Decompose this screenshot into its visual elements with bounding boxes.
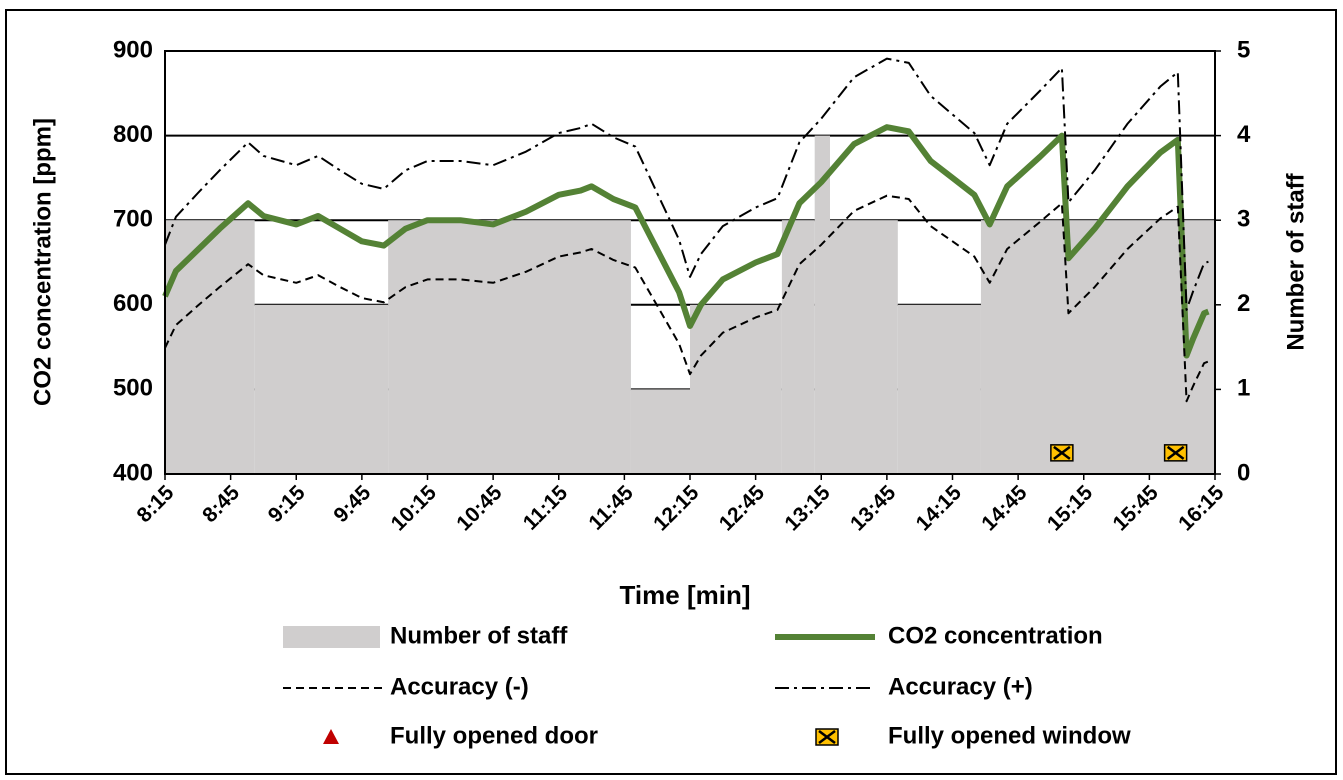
- y2-tick-label: 4: [1237, 121, 1251, 148]
- data-line: [164, 194, 1209, 403]
- staff-step: [781, 220, 815, 474]
- legend-label: Number of staff: [390, 622, 568, 649]
- y-tick-label: 900: [113, 36, 153, 63]
- y2-tick-label: 3: [1237, 206, 1250, 233]
- window-cross: [1166, 445, 1185, 460]
- y2-tick-label: 5: [1237, 36, 1250, 63]
- legend-label: Accuracy (-): [390, 673, 529, 700]
- staff-step: [897, 304, 981, 474]
- staff-step: [254, 304, 389, 474]
- window-marker: [1163, 444, 1188, 462]
- plot-frame: [164, 50, 1216, 475]
- legend-label: Accuracy (+): [888, 673, 1033, 700]
- staff-step: [830, 220, 898, 474]
- y-tick-label: 800: [113, 121, 153, 148]
- staff-step: [165, 220, 255, 474]
- y-tick-label: 700: [113, 206, 153, 233]
- data-line: [162, 124, 1210, 359]
- staff-step: [630, 389, 690, 474]
- y2-axis-title: Number of staff: [1282, 172, 1309, 350]
- staff-step: [814, 135, 830, 474]
- window-cross: [1053, 445, 1071, 460]
- y-tick-label: 400: [113, 459, 153, 486]
- y-axis-title: CO2 concentration [ppm]: [29, 118, 56, 406]
- y2-tick-label: 1: [1237, 375, 1250, 402]
- legend-label: Fully opened window: [888, 722, 1131, 749]
- staff-step: [388, 220, 631, 474]
- y2-tick-label: 0: [1237, 459, 1250, 486]
- legend-swatch: [323, 729, 339, 744]
- legend-swatch: [283, 626, 380, 648]
- window-cross: [818, 730, 836, 744]
- window-marker: [1050, 444, 1074, 462]
- y-tick-label: 600: [113, 290, 153, 317]
- x-axis-title: Time [min]: [620, 580, 751, 610]
- staff-step: [980, 220, 1215, 474]
- legend-label: CO2 concentration: [888, 622, 1103, 649]
- y2-tick-label: 2: [1237, 290, 1250, 317]
- y-tick-label: 500: [113, 375, 153, 402]
- legend-label: Fully opened door: [390, 722, 598, 749]
- staff-step: [690, 304, 782, 474]
- legend-swatch: [815, 728, 839, 746]
